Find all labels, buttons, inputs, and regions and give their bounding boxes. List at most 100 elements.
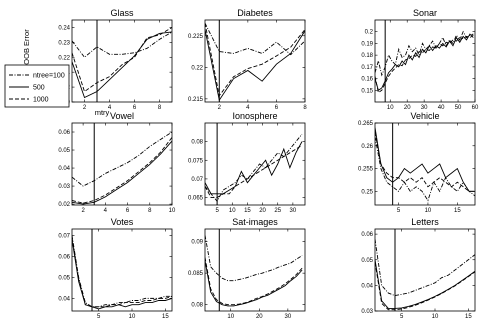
series-line-500: [375, 127, 475, 192]
x-tick-label: 8: [148, 208, 152, 214]
x-tick-label: 30: [290, 208, 297, 214]
y-tick-label: 0.08: [191, 303, 203, 309]
plot-frame: [374, 122, 476, 206]
y-tick-label: 0.03: [361, 309, 373, 315]
y-tick-label: 0.225: [188, 34, 204, 40]
y-tick-label: 0.22: [191, 65, 203, 71]
series-line-ntree-100: [72, 235, 172, 308]
y-tick-label: 0.07: [191, 177, 203, 183]
panel-sat-images: Sat-images 10 20 30 0.08 0.085 0.09: [188, 217, 306, 320]
x-axis-label: mtry: [95, 108, 110, 117]
y-tick-label: 0.09: [191, 240, 203, 246]
x-tick-label: 20: [259, 208, 266, 214]
series-line-ntree-100: [375, 30, 474, 77]
x-tick-label: 10: [425, 208, 432, 214]
series-line-1000: [375, 262, 475, 311]
series-line-ntree-100: [205, 235, 303, 282]
plot-frame: [204, 228, 306, 312]
x-tick-label: 8: [158, 105, 162, 111]
series-line-500: [72, 31, 172, 99]
x-tick-label: 10: [169, 208, 176, 214]
plot-frame: [374, 228, 476, 312]
plot-frame: [71, 228, 173, 312]
y-tick-label: 0.24: [58, 25, 70, 31]
y-tick-label: 0.02: [58, 202, 70, 208]
x-tick-label: 5: [215, 208, 219, 214]
x-tick-label: 30: [285, 314, 292, 320]
y-tick-label: 0.265: [358, 121, 374, 127]
y-tick-label: 0.05: [58, 275, 70, 281]
series-line-500: [72, 140, 172, 205]
y-axis-label: OOB Error: [22, 29, 31, 65]
x-tick-label: 20: [404, 105, 411, 111]
x-tick-label: 4: [104, 208, 108, 214]
series-line-1000: [205, 23, 305, 97]
x-tick-label: 10: [387, 105, 394, 111]
x-tick-label: 5: [97, 314, 101, 320]
panel-title: Glass: [110, 8, 134, 18]
panel-title: Sonar: [413, 8, 437, 18]
x-tick-label: 15: [162, 314, 169, 320]
x-tick-label: 2: [81, 208, 85, 214]
plot-frame: [374, 19, 476, 103]
series-line-1000: [375, 132, 475, 192]
y-tick-label: 0.26: [361, 144, 373, 150]
x-tick-label: 10: [129, 314, 136, 320]
x-tick-label: 15: [465, 314, 472, 320]
panel-title: Sat-images: [232, 217, 278, 227]
series-line-500: [205, 260, 303, 307]
panel-title: Letters: [411, 217, 439, 227]
plot-frame: [204, 19, 306, 103]
y-tick-label: 0.255: [358, 167, 374, 173]
series-line-1000: [72, 27, 172, 93]
panel-title: Vowel: [110, 111, 134, 121]
panel-sonar: Sonar 10 20 30 40 50 60 0.15 0.16 0.17 0.18 0.19 0.2: [361, 8, 479, 111]
y-tick-label: 0.06: [361, 232, 373, 238]
series-line-1000: [72, 137, 172, 204]
panel-title: Votes: [111, 217, 134, 227]
panel-vehicle: Vehicle 5 10 15 0.25 0.255 0.26 0.265: [358, 111, 476, 214]
x-tick-label: 15: [244, 208, 251, 214]
x-tick-label: 4: [246, 105, 250, 111]
panel-votes: Votes 5 10 15 0.04 0.05 0.06 0.07: [58, 217, 173, 320]
x-tick-label: 20: [256, 314, 263, 320]
y-tick-label: 0.04: [361, 283, 373, 289]
series-line-ntree-100: [375, 239, 475, 297]
y-tick-label: 0.19: [361, 41, 373, 47]
y-tick-label: 0.065: [188, 196, 204, 202]
y-tick-label: 0.215: [188, 97, 204, 103]
panel-title: Vehicle: [410, 111, 439, 121]
x-tick-label: 2: [218, 105, 222, 111]
y-tick-label: 0.07: [58, 233, 70, 239]
series-line-1000: [205, 144, 303, 199]
y-tick-label: 0.05: [361, 258, 373, 264]
x-tick-label: 25: [274, 208, 281, 214]
legend-entry: 500: [33, 85, 45, 92]
y-tick-label: 0.075: [188, 158, 204, 164]
x-tick-label: 10: [229, 208, 236, 214]
series-line-ntree-100: [72, 31, 172, 58]
y-tick-label: 0.085: [188, 271, 204, 277]
legend-entry: ntree=100: [33, 73, 65, 80]
y-tick-label: 0.03: [58, 184, 70, 190]
legend-box: [4, 64, 70, 108]
y-tick-label: 0.08: [191, 140, 203, 146]
y-tick-label: 0.2: [365, 30, 374, 36]
panel-vowel: Vowel 2 4 6 8 10 0.02 0.03 0.04 0.05 0.06: [58, 111, 176, 214]
x-tick-label: 40: [438, 105, 445, 111]
x-tick-label: 4: [108, 105, 112, 111]
chart-legend: ntree=100 500 1000: [4, 64, 70, 108]
x-tick-label: 15: [454, 208, 461, 214]
x-tick-label: 8: [303, 105, 307, 111]
panel-title: Ionosphere: [232, 111, 277, 121]
y-tick-label: 0.22: [58, 55, 70, 61]
series-line-ntree-100: [375, 136, 475, 202]
x-tick-label: 50: [455, 105, 462, 111]
panel-title: Diabetes: [237, 8, 273, 18]
x-tick-label: 30: [421, 105, 428, 111]
legend-entry: 1000: [33, 97, 49, 104]
panel-letters: Letters 5 10 15 0.03 0.04 0.05 0.06: [361, 217, 476, 320]
